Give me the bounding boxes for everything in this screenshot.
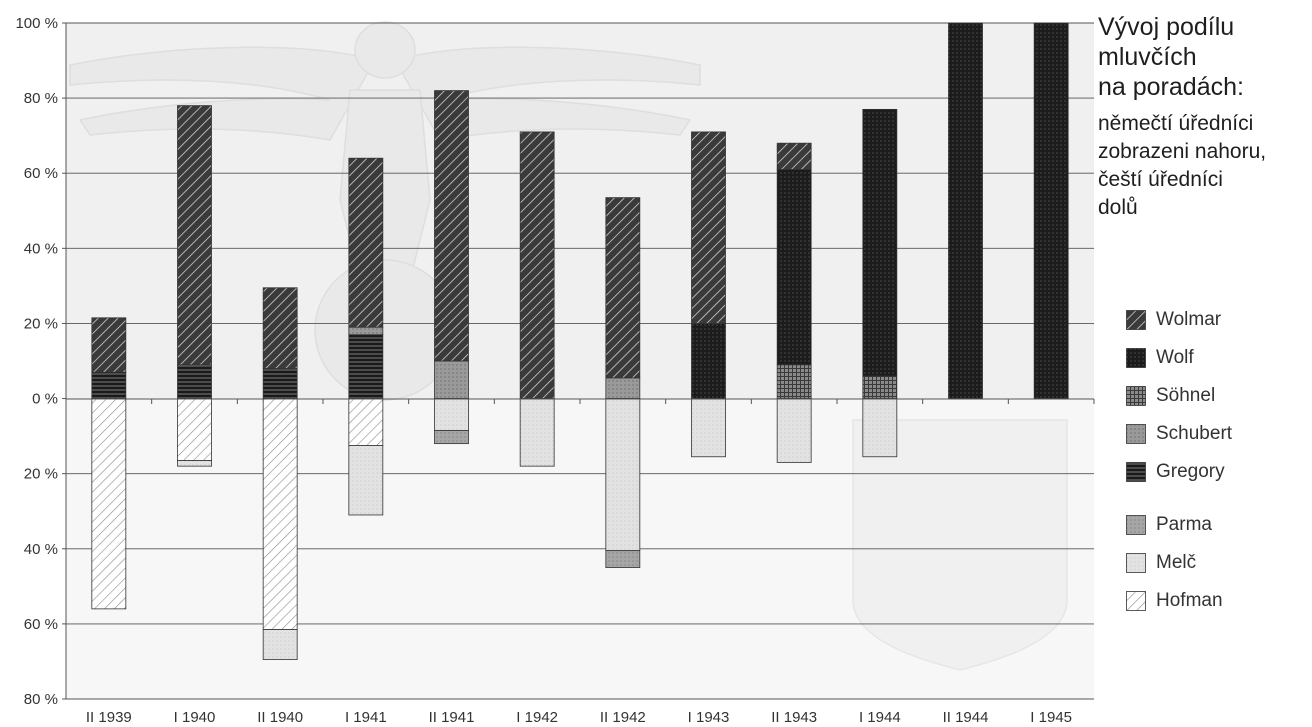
lion-shield-watermark	[852, 419, 1068, 671]
chart-subtitle-line: dolů	[1098, 196, 1138, 219]
chart-subtitle-line: němečtí úředníci	[1098, 112, 1254, 135]
x-tick-label: II 1941	[429, 709, 475, 726]
bars	[91, 22, 1069, 660]
bar-segment-hofman	[348, 398, 384, 446]
bar-segment-parma	[434, 430, 469, 445]
legend-swatch	[1126, 424, 1146, 444]
legend-label: Söhnel	[1156, 385, 1216, 406]
bar-segment-schubert	[434, 360, 469, 399]
legend-item-parma: Parma	[1126, 513, 1212, 537]
x-axis-ticks: II 1939 I 1940 II 1940 I 1941 II 1941 I 1942 I…	[86, 399, 1095, 726]
legend-swatch	[1126, 462, 1146, 482]
bar-segment-wolmar	[348, 157, 384, 328]
chart-title-line: na poradách:	[1098, 73, 1244, 101]
legend-swatch	[1126, 515, 1146, 535]
y-tick-label: 100 %	[15, 15, 58, 32]
bar-segment-melč	[177, 460, 212, 467]
bar-segment-melč	[348, 445, 384, 516]
gridlines	[66, 22, 1094, 625]
legend-label: Hofman	[1156, 590, 1223, 611]
bar-segment-wolmar	[262, 287, 298, 369]
bar-segment-wolf	[1033, 22, 1069, 399]
bar-segment-wolf	[862, 108, 898, 377]
x-tick-label: II 1939	[86, 709, 132, 726]
legend-swatch	[1126, 386, 1146, 406]
legend-label: Melč	[1156, 552, 1197, 573]
bar-segment-hofman	[177, 398, 212, 461]
x-tick-label: I 1944	[859, 709, 901, 726]
y-tick-label: 60 %	[24, 165, 58, 182]
chart-title-panel: Vývoj podílu mluvčích na poradách: němeč…	[1098, 12, 1310, 222]
bar-segment-gregory	[262, 368, 298, 399]
bar-segment-wolmar	[776, 142, 812, 170]
x-tick-label: II 1940	[257, 709, 303, 726]
legend-swatch	[1126, 553, 1146, 573]
legend-label: Schubert	[1156, 423, 1233, 444]
legend-label: Wolmar	[1156, 309, 1222, 330]
chart-title-line: mluvčích	[1098, 43, 1197, 71]
y-tick-label: 40 %	[24, 240, 58, 257]
bar-segment-hofman	[262, 398, 298, 630]
bar-segment-melč	[519, 398, 555, 467]
plot-area-top	[66, 23, 1094, 399]
legend-swatch	[1126, 591, 1146, 611]
x-tick-label: II 1942	[600, 709, 646, 726]
x-tick-label: I 1942	[516, 709, 558, 726]
legend-label: Gregory	[1156, 461, 1225, 482]
chart-title-line: Vývoj podílu	[1098, 13, 1235, 41]
bar-segment-söhnel	[776, 364, 812, 399]
y-tick-label: 40 %	[24, 541, 58, 558]
bar-segment-söhnel	[862, 375, 898, 399]
y-tick-label: 0 %	[32, 391, 58, 408]
y-tick-label: 20 %	[24, 466, 58, 483]
bar-segment-melč	[776, 398, 812, 463]
bar-segment-melč	[605, 398, 641, 552]
bar-segment-wolmar	[91, 317, 127, 373]
bar-segment-wolf	[776, 169, 812, 366]
legend-item-wolf: Wolf	[1126, 346, 1194, 370]
bar-segment-melč	[691, 398, 726, 458]
chart-subtitle-line: zobrazeni nahoru,	[1098, 140, 1267, 163]
legend-item-wolmar: Wolmar	[1126, 308, 1221, 332]
legend-label: Wolf	[1156, 347, 1194, 368]
bar-segment-schubert	[348, 326, 384, 336]
bar-segment-gregory	[177, 364, 212, 399]
legend-label: Parma	[1156, 514, 1212, 535]
legend-item-melč: Melč	[1126, 551, 1196, 575]
legend-item-gregory: Gregory	[1126, 460, 1225, 484]
chart-subtitle-line: čeští úředníci	[1098, 168, 1223, 191]
x-tick-label: I 1945	[1030, 709, 1072, 726]
bar-segment-gregory	[348, 334, 384, 399]
bar-segment-wolmar	[605, 197, 641, 379]
legend-item-söhnel: Söhnel	[1126, 384, 1215, 408]
legend-item-schubert: Schubert	[1126, 422, 1232, 446]
x-tick-label: II 1943	[771, 709, 817, 726]
y-tick-label: 80 %	[24, 691, 58, 708]
x-tick-label: I 1941	[345, 709, 387, 726]
bar-segment-wolmar	[177, 105, 212, 366]
bar-segment-wolmar	[691, 131, 726, 324]
legend-item-hofman: Hofman	[1126, 589, 1223, 613]
legend-swatch	[1126, 310, 1146, 330]
bar-segment-schubert	[605, 377, 641, 399]
bar-segment-melč	[434, 398, 469, 431]
bar-segment-wolf	[691, 323, 726, 399]
bar-segment-hofman	[91, 398, 127, 610]
bar-segment-wolf	[948, 22, 983, 399]
bar-segment-parma	[605, 550, 641, 568]
y-tick-label: 60 %	[24, 616, 58, 633]
x-tick-label: I 1940	[174, 709, 216, 726]
bar-segment-wolmar	[519, 131, 555, 399]
bar-segment-wolmar	[434, 90, 469, 362]
bar-segment-melč	[862, 398, 898, 458]
x-tick-label: I 1943	[688, 709, 730, 726]
legend-swatch	[1126, 348, 1146, 368]
y-tick-label: 20 %	[24, 315, 58, 332]
x-tick-label: II 1944	[943, 709, 989, 726]
bar-segment-gregory	[91, 371, 127, 399]
bar-segment-melč	[262, 629, 298, 660]
y-axis-ticks: 100 % 80 % 60 % 40 % 20 % 0 % 20 % 40 % 60 % 80 %	[15, 15, 66, 708]
y-tick-label: 80 %	[24, 90, 58, 107]
